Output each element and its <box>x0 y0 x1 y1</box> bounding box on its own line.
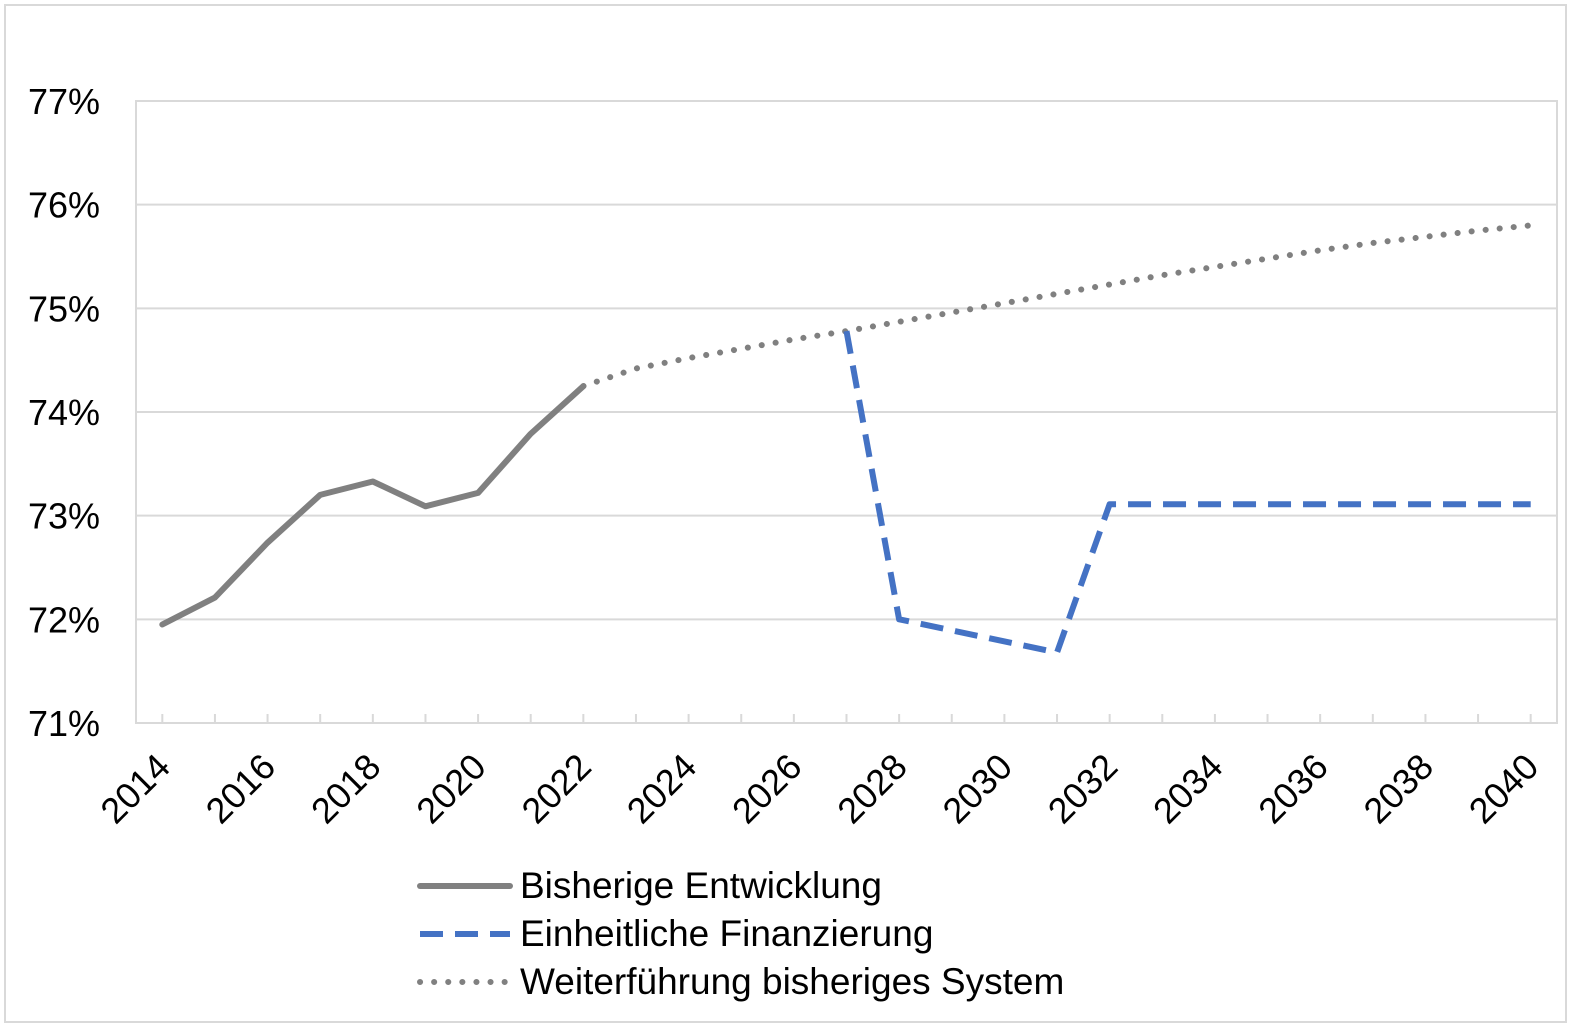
x-tick-label: 2028 <box>829 746 915 832</box>
x-tick-label: 2018 <box>303 746 389 832</box>
y-tick-label: 73% <box>28 496 100 537</box>
gridlines <box>136 100 1557 724</box>
y-tick-label: 76% <box>28 185 100 226</box>
y-axis: 71% 72% 73% 74% 75% 76% 77% <box>28 81 100 744</box>
x-tick-label: 2036 <box>1250 746 1336 832</box>
x-tick-label: 2030 <box>934 746 1020 832</box>
y-tick-label: 75% <box>28 288 100 329</box>
x-tick-label: 2040 <box>1461 746 1547 832</box>
y-tick-label: 71% <box>28 703 100 744</box>
series-line-dashed <box>843 330 1531 656</box>
y-tick-label: 74% <box>28 392 100 433</box>
x-tick-label: 2022 <box>513 746 599 832</box>
legend-label: Einheitliche Finanzierung <box>520 913 933 954</box>
x-tick-label: 2026 <box>724 746 810 832</box>
x-tick-label: 2024 <box>619 746 705 832</box>
x-tick-label: 2014 <box>92 746 178 832</box>
y-tick-label: 72% <box>28 599 100 640</box>
legend: Bisherige Entwicklung Einheitliche Finanz… <box>417 865 1064 1002</box>
x-axis: 2014 2016 2018 2020 2022 2024 2026 2028 2030 2032… <box>92 714 1546 831</box>
x-tick-label: 2020 <box>408 746 494 832</box>
x-tick-label: 2034 <box>1145 746 1231 832</box>
series-lines <box>159 222 1534 656</box>
x-tick-label: 2016 <box>198 746 284 832</box>
legend-label: Weiterführung bisheriges System <box>520 961 1064 1002</box>
series-line-dotted <box>580 222 1534 390</box>
y-tick-label: 77% <box>28 81 100 122</box>
x-tick-label: 2032 <box>1040 746 1126 832</box>
chart-frame <box>4 4 1567 1023</box>
legend-label: Bisherige Entwicklung <box>520 865 882 906</box>
series-line-solid <box>159 383 587 628</box>
x-tick-label: 2038 <box>1355 746 1441 832</box>
